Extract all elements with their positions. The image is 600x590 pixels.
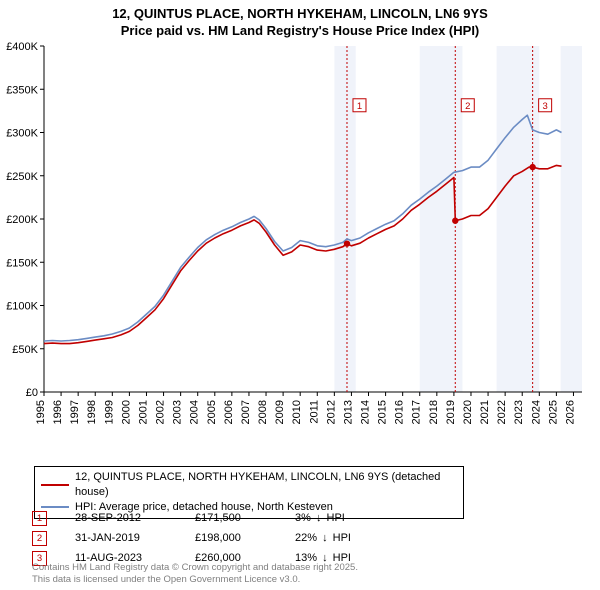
svg-text:2000: 2000 [120, 400, 132, 424]
svg-text:2023: 2023 [513, 400, 525, 424]
title-line1: 12, QUINTUS PLACE, NORTH HYKEHAM, LINCOL… [112, 6, 488, 21]
chart-area: £0£50K£100K£150K£200K£250K£300K£350K£400… [44, 46, 594, 436]
title-line2: Price paid vs. HM Land Registry's House … [121, 23, 480, 38]
svg-text:1995: 1995 [35, 400, 47, 424]
chart-title: 12, QUINTUS PLACE, NORTH HYKEHAM, LINCOL… [0, 0, 600, 40]
svg-text:2013: 2013 [342, 400, 354, 424]
sale-diff: 3% ↓ HPI [295, 512, 385, 524]
svg-text:£350K: £350K [6, 84, 38, 96]
svg-text:2002: 2002 [155, 400, 167, 424]
svg-text:2020: 2020 [462, 400, 474, 424]
svg-text:£0: £0 [26, 387, 38, 399]
svg-text:1: 1 [357, 101, 362, 112]
sale-date: 31-JAN-2019 [75, 532, 195, 544]
svg-text:2016: 2016 [394, 400, 406, 424]
svg-text:1998: 1998 [86, 400, 98, 424]
svg-text:1997: 1997 [69, 400, 81, 424]
svg-text:£150K: £150K [6, 257, 38, 269]
svg-text:2015: 2015 [377, 400, 389, 424]
svg-text:2012: 2012 [325, 400, 337, 424]
svg-text:£250K: £250K [6, 171, 38, 183]
svg-text:2001: 2001 [137, 400, 149, 424]
svg-text:2009: 2009 [274, 400, 286, 424]
svg-text:2008: 2008 [257, 400, 269, 424]
sale-diff: 22% ↓ HPI [295, 532, 385, 544]
svg-text:2004: 2004 [189, 400, 201, 424]
svg-text:£100K: £100K [6, 301, 38, 313]
svg-text:2024: 2024 [530, 400, 542, 424]
svg-text:2006: 2006 [223, 400, 235, 424]
sales-table: 1 28-SEP-2012£171,5003% ↓ HPI 2 31-JAN-2019… [32, 508, 385, 568]
footer-attribution: Contains HM Land Registry data © Crown c… [32, 562, 358, 586]
sale-row: 2 31-JAN-2019£198,00022% ↓ HPI [32, 528, 385, 548]
legend-label: 12, QUINTUS PLACE, NORTH HYKEHAM, LINCOL… [75, 470, 457, 500]
legend-item: 12, QUINTUS PLACE, NORTH HYKEHAM, LINCOL… [41, 470, 457, 500]
svg-text:2019: 2019 [445, 400, 457, 424]
sale-date: 28-SEP-2012 [75, 512, 195, 524]
svg-text:2026: 2026 [564, 400, 576, 424]
svg-text:2022: 2022 [496, 400, 508, 424]
sale-row: 1 28-SEP-2012£171,5003% ↓ HPI [32, 508, 385, 528]
legend-swatch [41, 484, 69, 486]
svg-text:2021: 2021 [479, 400, 491, 424]
sale-marker: 1 [32, 511, 47, 526]
svg-text:2007: 2007 [240, 400, 252, 424]
svg-text:£200K: £200K [6, 214, 38, 226]
line-chart: £0£50K£100K£150K£200K£250K£300K£350K£400… [44, 46, 594, 436]
svg-text:£400K: £400K [6, 41, 38, 53]
svg-text:£50K: £50K [12, 344, 38, 356]
svg-text:3: 3 [542, 101, 547, 112]
sale-marker: 2 [32, 531, 47, 546]
footer-line2: This data is licensed under the Open Gov… [32, 574, 300, 585]
footer-line1: Contains HM Land Registry data © Crown c… [32, 562, 358, 573]
svg-text:2025: 2025 [547, 400, 559, 424]
svg-text:1996: 1996 [52, 400, 64, 424]
svg-text:2003: 2003 [172, 400, 184, 424]
svg-text:£300K: £300K [6, 128, 38, 140]
svg-text:1999: 1999 [103, 400, 115, 424]
svg-text:2: 2 [465, 101, 470, 112]
svg-text:2017: 2017 [411, 400, 423, 424]
svg-text:2005: 2005 [206, 400, 218, 424]
svg-text:2014: 2014 [360, 400, 372, 424]
svg-text:2011: 2011 [308, 400, 320, 424]
svg-text:2018: 2018 [428, 400, 440, 424]
svg-text:2010: 2010 [291, 400, 303, 424]
sale-price: £171,500 [195, 512, 295, 524]
sale-price: £198,000 [195, 532, 295, 544]
